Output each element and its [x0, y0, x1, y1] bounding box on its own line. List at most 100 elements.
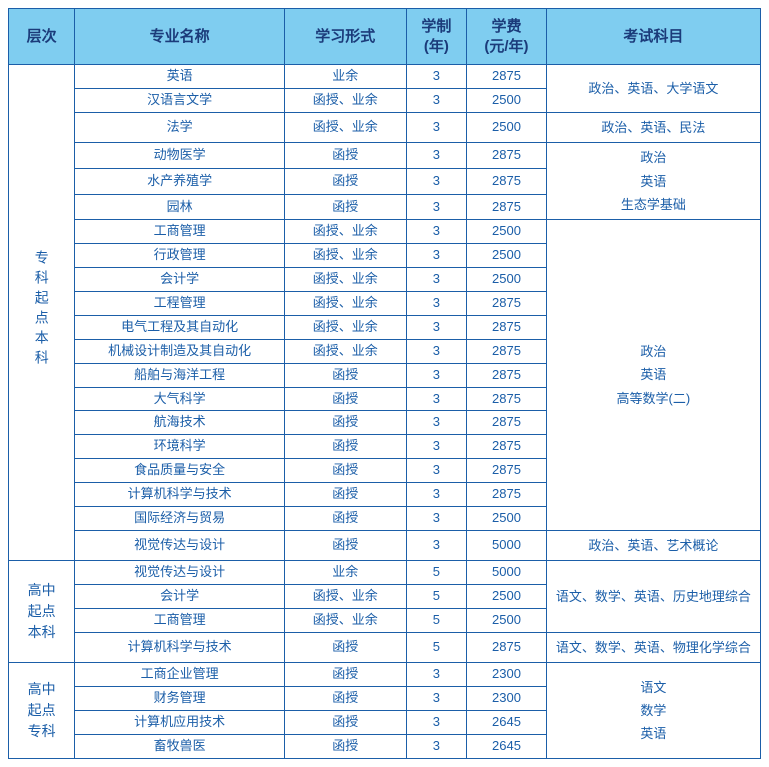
major-cell: 国际经济与贸易: [75, 507, 285, 531]
years-cell: 3: [406, 194, 467, 220]
major-cell: 大气科学: [75, 387, 285, 411]
years-cell: 3: [406, 711, 467, 735]
major-cell: 计算机科学与技术: [75, 483, 285, 507]
years-cell: 3: [406, 687, 467, 711]
study-cell: 函授: [285, 143, 406, 169]
exam-cell: 语文、数学、英语、物理化学综合: [546, 632, 760, 662]
exam-cell: 语文、数学、英语、历史地理综合: [546, 561, 760, 633]
major-cell: 动物医学: [75, 143, 285, 169]
major-cell: 畜牧兽医: [75, 735, 285, 759]
exam-cell: 政治 英语 生态学基础: [546, 143, 760, 220]
study-cell: 函授: [285, 459, 406, 483]
years-cell: 3: [406, 663, 467, 687]
fee-cell: 2875: [467, 315, 547, 339]
fee-cell: 2645: [467, 711, 547, 735]
fee-cell: 2500: [467, 88, 547, 112]
years-cell: 3: [406, 112, 467, 142]
table-row: 高中 起点 本科 视觉传达与设计 业余 5 5000 语文、数学、英语、历史地理…: [9, 561, 761, 585]
study-cell: 函授、业余: [285, 112, 406, 142]
study-cell: 函授: [285, 194, 406, 220]
study-cell: 函授、业余: [285, 339, 406, 363]
fee-cell: 2875: [467, 143, 547, 169]
years-cell: 3: [406, 292, 467, 316]
years-cell: 3: [406, 315, 467, 339]
study-cell: 函授: [285, 711, 406, 735]
major-cell: 工商管理: [75, 609, 285, 633]
th-years: 学制 (年): [406, 9, 467, 65]
study-cell: 函授、业余: [285, 88, 406, 112]
study-cell: 函授: [285, 363, 406, 387]
th-level: 层次: [9, 9, 75, 65]
study-cell: 函授: [285, 632, 406, 662]
exam-cell: 政治、英语、大学语文: [546, 65, 760, 113]
fee-cell: 2875: [467, 459, 547, 483]
exam-cell: 语文 数学 英语: [546, 663, 760, 759]
major-cell: 工商企业管理: [75, 663, 285, 687]
th-study: 学习形式: [285, 9, 406, 65]
major-cell: 汉语言文学: [75, 88, 285, 112]
table-body: 专科起点本科 英语 业余 3 2875 政治、英语、大学语文 汉语言文学 函授、…: [9, 65, 761, 759]
fee-cell: 2500: [467, 585, 547, 609]
years-cell: 3: [406, 268, 467, 292]
fee-cell: 2300: [467, 663, 547, 687]
table-row: 专科起点本科 英语 业余 3 2875 政治、英语、大学语文: [9, 65, 761, 89]
fee-cell: 2875: [467, 632, 547, 662]
study-cell: 函授: [285, 735, 406, 759]
study-cell: 函授: [285, 435, 406, 459]
years-cell: 5: [406, 585, 467, 609]
years-cell: 3: [406, 244, 467, 268]
major-cell: 视觉传达与设计: [75, 530, 285, 560]
fee-cell: 2875: [467, 194, 547, 220]
years-cell: 5: [406, 609, 467, 633]
fee-cell: 2875: [467, 435, 547, 459]
study-cell: 函授: [285, 507, 406, 531]
fee-cell: 2875: [467, 387, 547, 411]
study-cell: 函授: [285, 168, 406, 194]
major-cell: 工程管理: [75, 292, 285, 316]
years-cell: 3: [406, 483, 467, 507]
table-row: 法学 函授、业余 3 2500 政治、英语、民法: [9, 112, 761, 142]
major-cell: 英语: [75, 65, 285, 89]
level-cell: 高中 起点 本科: [9, 561, 75, 663]
fee-cell: 2875: [467, 168, 547, 194]
major-cell: 环境科学: [75, 435, 285, 459]
years-cell: 3: [406, 339, 467, 363]
th-exam: 考试科目: [546, 9, 760, 65]
years-cell: 3: [406, 507, 467, 531]
study-cell: 函授、业余: [285, 244, 406, 268]
enrollment-table: 层次 专业名称 学习形式 学制 (年) 学费 (元/年) 考试科目 专科起点本科…: [8, 8, 761, 759]
study-cell: 函授: [285, 483, 406, 507]
table-row: 动物医学 函授 3 2875 政治 英语 生态学基础: [9, 143, 761, 169]
fee-cell: 2875: [467, 363, 547, 387]
study-cell: 函授: [285, 687, 406, 711]
fee-cell: 2300: [467, 687, 547, 711]
major-cell: 船舶与海洋工程: [75, 363, 285, 387]
years-cell: 3: [406, 143, 467, 169]
major-cell: 法学: [75, 112, 285, 142]
table-row: 视觉传达与设计 函授 3 5000 政治、英语、艺术概论: [9, 530, 761, 560]
major-cell: 会计学: [75, 268, 285, 292]
years-cell: 3: [406, 220, 467, 244]
major-cell: 航海技术: [75, 411, 285, 435]
major-cell: 食品质量与安全: [75, 459, 285, 483]
major-cell: 会计学: [75, 585, 285, 609]
study-cell: 函授、业余: [285, 585, 406, 609]
study-cell: 函授、业余: [285, 220, 406, 244]
years-cell: 3: [406, 735, 467, 759]
major-cell: 电气工程及其自动化: [75, 315, 285, 339]
major-cell: 园林: [75, 194, 285, 220]
fee-cell: 2500: [467, 507, 547, 531]
fee-cell: 2875: [467, 65, 547, 89]
study-cell: 函授: [285, 387, 406, 411]
study-cell: 业余: [285, 561, 406, 585]
years-cell: 3: [406, 168, 467, 194]
years-cell: 5: [406, 561, 467, 585]
years-cell: 3: [406, 387, 467, 411]
years-cell: 3: [406, 65, 467, 89]
years-cell: 3: [406, 459, 467, 483]
fee-cell: 2500: [467, 112, 547, 142]
fee-cell: 5000: [467, 530, 547, 560]
major-cell: 计算机科学与技术: [75, 632, 285, 662]
years-cell: 3: [406, 411, 467, 435]
study-cell: 函授、业余: [285, 315, 406, 339]
